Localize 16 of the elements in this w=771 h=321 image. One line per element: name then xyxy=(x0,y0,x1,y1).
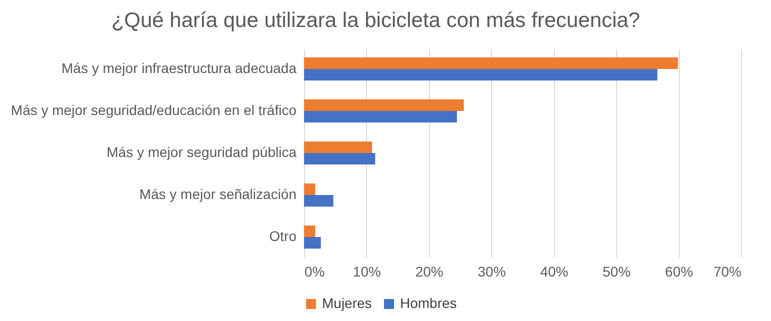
x-tick-label: 40% xyxy=(540,264,568,280)
x-tick-label: 50% xyxy=(602,264,631,280)
x-tick-label: 0% xyxy=(304,264,325,280)
x-tick-label: 30% xyxy=(478,264,506,280)
y-tick-label: Más y mejor infraestructura adecuada xyxy=(62,60,297,76)
legend-label: Hombres xyxy=(400,295,457,311)
y-tick-label: Otro xyxy=(269,228,297,244)
x-tick-label: 60% xyxy=(665,264,694,280)
x-tick-label: 10% xyxy=(352,264,381,280)
y-tick-label: Más y mejor señalización xyxy=(139,186,296,202)
legend-label: Mujeres xyxy=(322,295,372,311)
x-tick-label: 20% xyxy=(415,264,444,280)
y-tick-label: Más y mejor seguridad pública xyxy=(106,144,297,160)
x-tick-label: 70% xyxy=(713,264,742,280)
chart-title: ¿Qué haría que utilizara la bicicleta con más frecuencia? xyxy=(111,9,640,32)
y-tick-label: Más y mejor seguridad/educación en el tráfico xyxy=(10,102,297,118)
